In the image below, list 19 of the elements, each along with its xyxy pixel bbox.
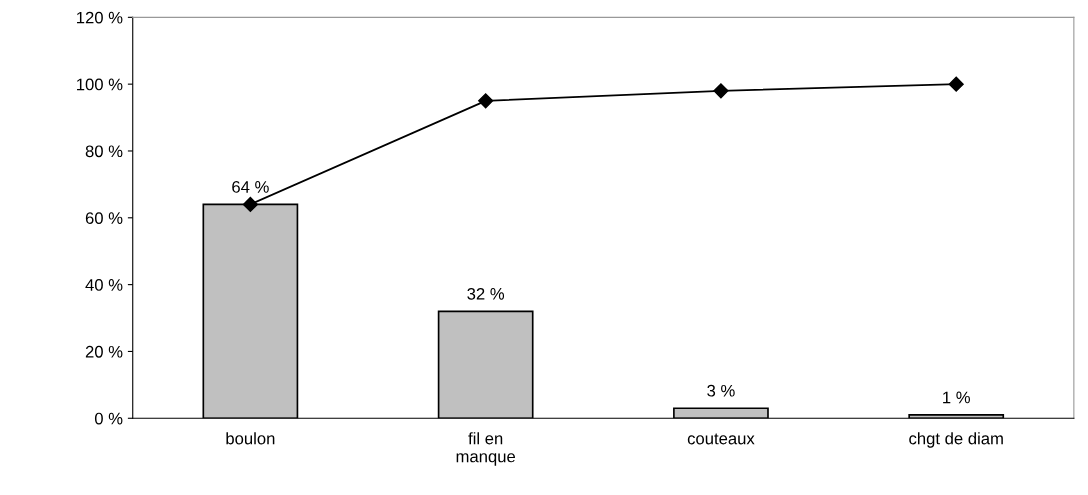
y-tick-label: 80 %	[85, 145, 123, 158]
y-tick-label: 100 %	[77, 78, 123, 91]
point	[242, 196, 258, 213]
y-tick-label: 40 %	[85, 279, 123, 291]
point	[948, 76, 964, 92]
data-label: 1 %	[943, 391, 970, 404]
x-tick-label: couteaux	[687, 433, 755, 445]
x-tick-label: boulon	[226, 432, 275, 445]
x-tick-label: chgt de diam	[909, 432, 1003, 448]
data-label: 32 %	[467, 287, 505, 300]
point	[478, 93, 494, 109]
y-tick-label: 120 %	[77, 11, 123, 24]
data-label: 3 %	[707, 384, 735, 397]
y-tick-label: 0 %	[94, 412, 123, 425]
y-tick-label: 20 %	[85, 345, 123, 358]
y-tick-label: 60 %	[85, 212, 123, 224]
data-label: 64 %	[232, 181, 269, 193]
x-tick-label: fil en manque	[456, 432, 516, 466]
point	[713, 83, 729, 99]
